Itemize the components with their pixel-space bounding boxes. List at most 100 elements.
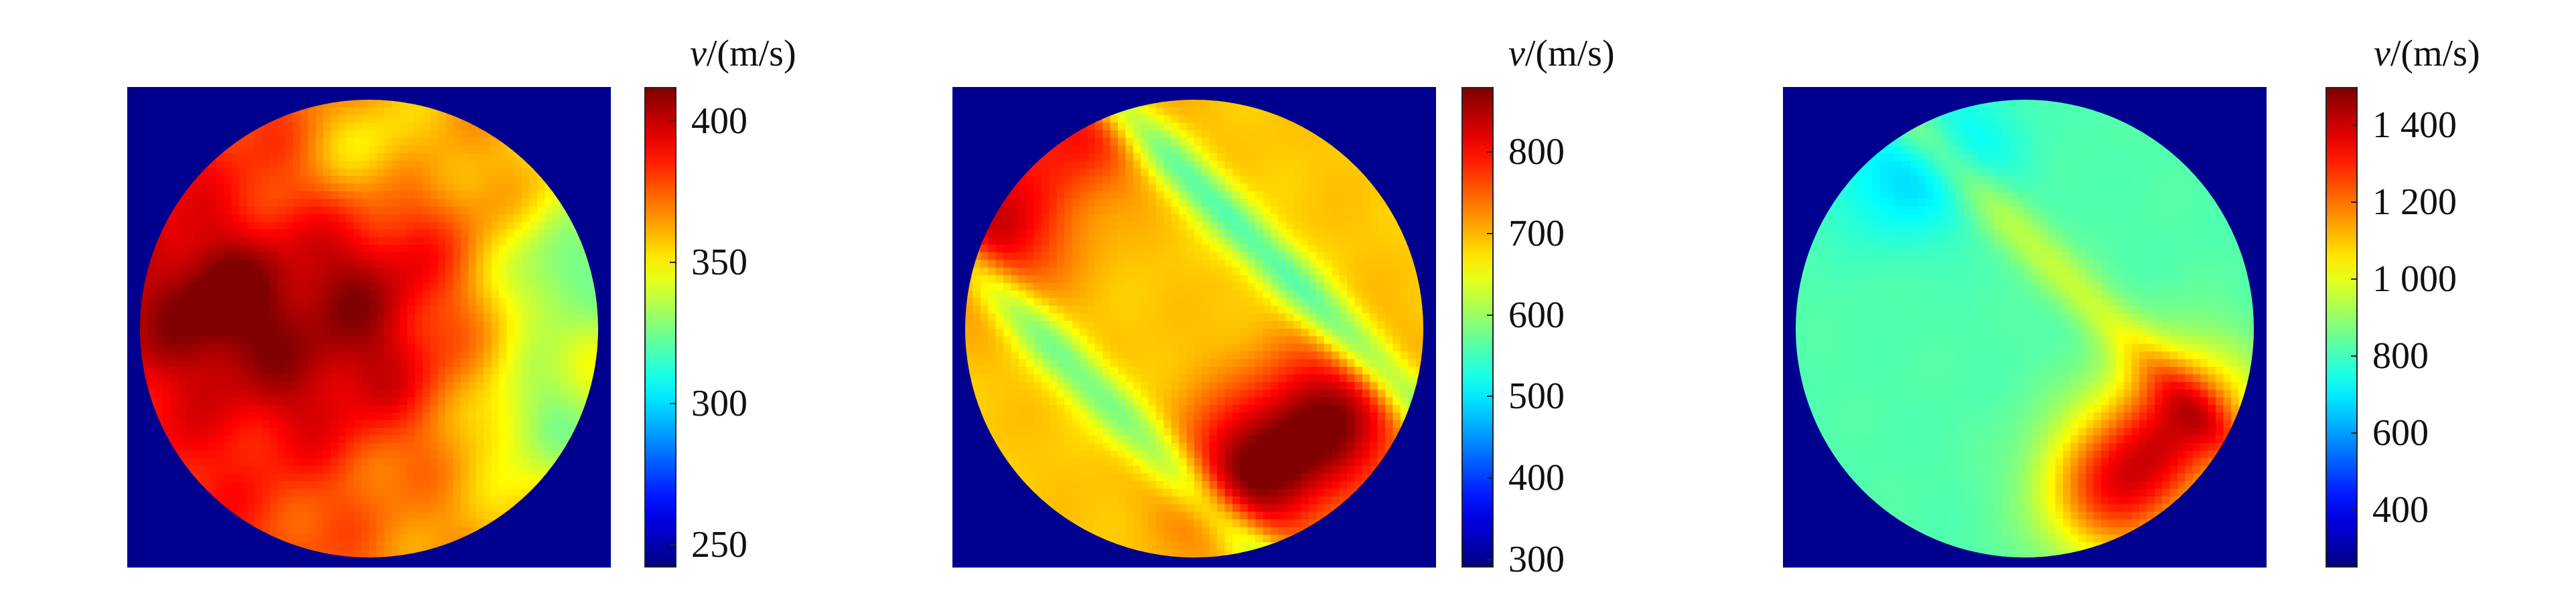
heatmap-cell <box>216 329 224 337</box>
heatmap-cell <box>1141 100 1149 108</box>
heatmap-cell <box>1042 168 1050 177</box>
heatmap-cell <box>1247 114 1256 123</box>
heatmap-cell <box>491 298 500 307</box>
heatmap-cell <box>529 183 538 192</box>
heatmap-cell <box>536 329 545 337</box>
heatmap-cell <box>468 100 477 108</box>
heatmap-cell <box>163 222 171 230</box>
heatmap-cell <box>1202 161 1210 169</box>
heatmap-cell <box>193 351 202 360</box>
heatmap-cell <box>1263 138 1271 146</box>
heatmap-cell <box>1056 237 1065 246</box>
heatmap-cell <box>384 222 392 230</box>
heatmap-cell <box>1026 183 1035 192</box>
heatmap-cell <box>522 305 530 314</box>
heatmap-cell <box>522 534 530 543</box>
heatmap-cell <box>208 214 217 222</box>
heatmap-cell <box>552 450 561 459</box>
heatmap-cell <box>590 122 598 131</box>
heatmap-cell <box>1194 252 1202 260</box>
heatmap-cell <box>453 199 461 207</box>
heatmap-cell <box>1278 267 1287 276</box>
heatmap-cell <box>415 343 423 352</box>
heatmap-cell <box>331 374 339 383</box>
heatmap-cell <box>575 458 583 466</box>
heatmap-cell <box>1247 260 1256 268</box>
heatmap-cell <box>498 367 507 375</box>
heatmap-cell <box>300 183 309 192</box>
heatmap-cell <box>338 359 347 367</box>
heatmap-cell <box>514 275 522 284</box>
heatmap-cell <box>392 534 401 543</box>
heatmap-cell <box>193 138 202 146</box>
heatmap-cell <box>315 458 324 466</box>
heatmap-cell <box>1377 114 1386 123</box>
heatmap-cell <box>1011 153 1019 161</box>
heatmap-cell <box>331 313 339 322</box>
heatmap-cell <box>255 305 263 314</box>
heatmap-cell <box>201 496 210 505</box>
heatmap-cell <box>323 527 332 535</box>
heatmap-cell <box>1102 100 1111 108</box>
heatmap-cell <box>338 542 347 551</box>
heatmap-cell <box>285 527 293 535</box>
heatmap-cell <box>1362 222 1370 230</box>
heatmap-cell <box>178 481 186 489</box>
heatmap-cell <box>231 458 240 466</box>
heatmap-cell <box>361 176 370 184</box>
heatmap-cell <box>346 443 354 451</box>
heatmap-cell <box>437 481 446 489</box>
heatmap-cell <box>1370 222 1378 230</box>
heatmap-cell <box>415 114 423 123</box>
heatmap-cell <box>262 275 271 284</box>
heatmap-cell <box>1309 130 1317 139</box>
heatmap-cell <box>453 412 461 421</box>
heatmap-cell <box>1094 176 1103 184</box>
heatmap-cell <box>552 214 561 222</box>
heatmap-cell <box>1316 260 1325 268</box>
heatmap-cell <box>1148 100 1157 108</box>
heatmap-cell <box>293 450 301 459</box>
heatmap-cell <box>552 466 561 475</box>
heatmap-cell <box>545 267 553 276</box>
heatmap-cell <box>155 122 163 131</box>
heatmap-cell <box>392 336 401 345</box>
heatmap-cell <box>491 290 500 298</box>
heatmap-cell <box>590 114 598 123</box>
heatmap-cell <box>575 473 583 482</box>
heatmap-cell <box>1156 176 1164 184</box>
heatmap-cell <box>193 145 202 154</box>
heatmap-cell <box>1049 153 1058 161</box>
heatmap-cell <box>293 267 301 276</box>
heatmap-cell <box>338 381 347 390</box>
heatmap-cell <box>384 549 392 557</box>
heatmap-cell <box>560 290 568 298</box>
heatmap-cell <box>1285 260 1294 268</box>
heatmap-cell <box>208 122 217 131</box>
heatmap-cell <box>186 527 194 535</box>
heatmap-cell <box>468 336 477 345</box>
heatmap-cell <box>262 122 271 131</box>
heatmap-cell <box>1415 222 1423 230</box>
heatmap-cell <box>170 183 179 192</box>
heatmap-cell <box>415 191 423 199</box>
heatmap-cell <box>300 244 309 253</box>
heatmap-cell <box>506 206 515 215</box>
heatmap-cell <box>1354 244 1363 253</box>
heatmap-cell <box>338 206 347 215</box>
heatmap-cell <box>491 435 500 444</box>
heatmap-cell <box>361 252 370 260</box>
heatmap-cell <box>1240 267 1248 276</box>
heatmap-cell <box>293 443 301 451</box>
heatmap-cell <box>307 153 316 161</box>
heatmap-cell <box>965 260 973 268</box>
heatmap-cell <box>147 420 156 428</box>
heatmap-cell <box>376 489 385 497</box>
heatmap-cell <box>575 321 583 329</box>
heatmap-cell <box>201 313 210 322</box>
heatmap-cell <box>430 329 439 337</box>
heatmap-cell <box>140 542 148 551</box>
heatmap-cell <box>269 466 278 475</box>
heatmap-cell <box>392 267 401 276</box>
heatmap-cell <box>491 511 500 520</box>
